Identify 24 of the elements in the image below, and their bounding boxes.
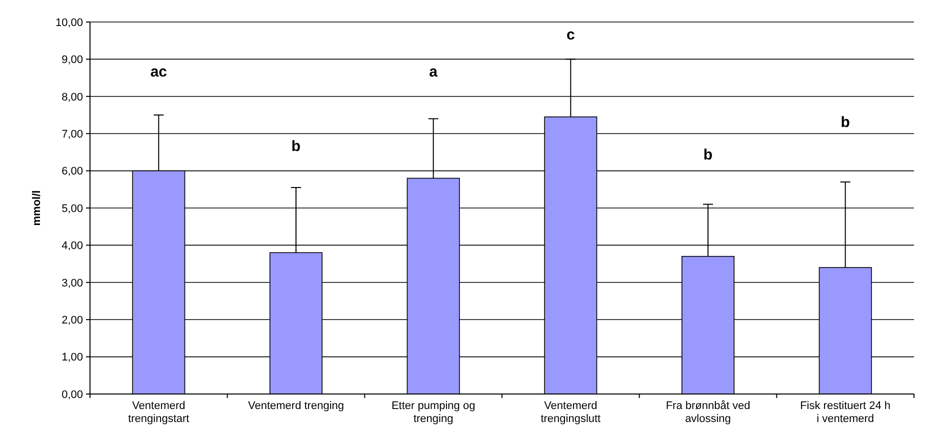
x-tick-label: Fisk restituert 24 h i ventemerd (800, 400, 891, 425)
annotation: b (291, 138, 301, 155)
y-tick-label: 6,00 (62, 166, 83, 178)
x-tick-label: Etter pumping og trenging (391, 400, 476, 425)
annotation: b (703, 146, 713, 164)
y-tick-label: 5,00 (62, 202, 83, 215)
y-tick-label: 9,00 (62, 54, 83, 66)
x-tick-label: Ventemerd trenging (248, 400, 344, 412)
y-tick-label: 10,00 (55, 16, 83, 29)
annotation: c (566, 26, 575, 44)
annotation: b (840, 114, 850, 131)
y-tick-label: 1,00 (62, 352, 83, 364)
y-tick-label: 4,00 (62, 240, 83, 252)
x-tick-label: Fra brønnbåt ved avlossing (666, 400, 750, 425)
y-axis-title: mmol/l (31, 190, 43, 226)
y-tick-label: 7,00 (62, 128, 83, 140)
y-tick-label: 3,00 (62, 277, 83, 290)
annotation: ac (150, 63, 168, 80)
x-tick-label: Ventemerd trengingslutt (540, 400, 601, 425)
y-tick-label: 8,00 (62, 91, 83, 104)
x-tick-label: Ventemerd trengingstart (128, 400, 190, 425)
y-tick-label: 0,00 (62, 388, 83, 401)
y-tick-label: 2,00 (62, 314, 83, 326)
annotation: a (429, 63, 438, 80)
